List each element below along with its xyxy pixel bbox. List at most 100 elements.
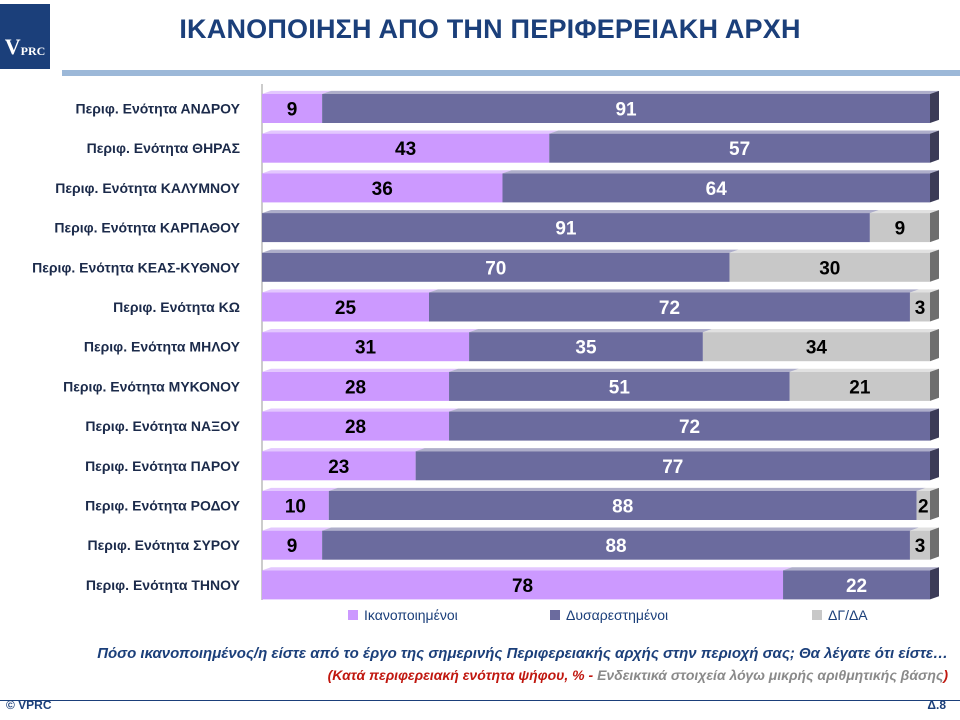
legend-swatch-satisfied [348, 610, 358, 620]
data-label: 70 [485, 258, 506, 279]
data-label: 3 [915, 536, 926, 557]
bar-segment [916, 491, 930, 520]
category-label: Περιφ. Ενότητα ΜΥΚΟΝΟΥ [63, 378, 241, 394]
page-number: Δ.8 [927, 698, 946, 712]
data-label: 51 [609, 377, 631, 398]
bar-segment [909, 530, 930, 560]
bar-top-face [549, 130, 939, 134]
data-label: 64 [706, 179, 728, 200]
data-label: 2 [918, 497, 929, 518]
bar-top-face [322, 90, 939, 94]
bar-top-face [262, 487, 338, 491]
category-label: Περιφ. Ενότητα ΝΑΞΟΥ [85, 418, 240, 434]
bar-side-face [930, 448, 939, 481]
bar-top-face [262, 527, 332, 531]
data-label: 35 [575, 338, 597, 359]
data-label: 28 [345, 377, 366, 398]
bar-side-face [930, 90, 939, 123]
bar-top-face [262, 329, 479, 333]
category-label: Περιφ. Ενότητα ΜΗΛΟΥ [84, 339, 241, 355]
bar-segment [789, 371, 930, 401]
bar-side-face [930, 209, 939, 243]
category-label: Περιφ. Ενότητα ΚΑΛΥΜΝΟΥ [55, 180, 240, 196]
bar-top-face [729, 249, 939, 253]
bar-segment [262, 530, 323, 560]
legend-item-dissatisfied: Δυσαρεστημένοι [550, 607, 668, 623]
bar-segment [702, 332, 930, 362]
bar-segment [322, 530, 910, 560]
logo-v: V [4, 34, 21, 59]
bar-segment [262, 491, 329, 520]
bar-segment [262, 411, 450, 441]
data-label: 9 [895, 219, 906, 240]
bar-segment [262, 173, 503, 203]
data-label: 9 [287, 536, 298, 557]
bar-top-face [262, 170, 512, 174]
data-label: 22 [846, 576, 867, 597]
bar-segment [322, 94, 930, 123]
data-label: 31 [355, 338, 377, 359]
data-label: 3 [915, 298, 926, 319]
category-label: Περιφ. Ενότητα ΣΥΡΟΥ [88, 537, 241, 553]
title-underline [62, 70, 960, 76]
bar-top-face [916, 487, 939, 491]
bar-side-face [930, 408, 939, 441]
data-label: 91 [615, 100, 637, 121]
bar-top-face [262, 130, 559, 134]
page-title: ΙΚΑΝΟΠΟΙΗΣΗ ΑΠΟ ΤΗΝ ΠΕΡΙΦΕΡΕΙΑΚΗ ΑΡΧΗ [179, 14, 801, 44]
bar-top-face [869, 209, 939, 214]
note-basis: (Κατά περιφερειακή ενότητα ψήφου, % - [327, 667, 598, 683]
data-label: 91 [555, 219, 577, 240]
bar-side-face [930, 289, 939, 322]
category-label: Περιφ. Ενότητα ΠΑΡΟΥ [85, 458, 241, 474]
bar-side-face [930, 368, 939, 401]
bar-side-face [930, 527, 939, 560]
bar-segment [729, 252, 930, 282]
bar-top-face [789, 368, 939, 372]
bar-segment [469, 332, 703, 362]
data-label: 25 [335, 298, 357, 319]
footer-divider [0, 700, 960, 701]
data-label: 72 [679, 417, 700, 438]
legend-item-satisfied: Ικανοποιημένοι [348, 607, 458, 623]
bar-top-face [449, 408, 939, 412]
bar-top-face [702, 329, 939, 333]
legend-label-dk-na: ΔΓ/ΔΑ [828, 607, 868, 623]
chart-bars [262, 90, 939, 600]
bar-top-face [328, 487, 926, 491]
legend-item-dk-na: ΔΓ/ΔΑ [812, 607, 868, 623]
bar-segment [869, 213, 930, 243]
bar-top-face [909, 289, 939, 293]
data-label: 78 [512, 576, 533, 597]
data-label: 88 [612, 497, 633, 518]
bar-top-face [469, 329, 712, 333]
bar-side-face [930, 567, 939, 600]
bar-top-face [783, 567, 939, 571]
bar-segment [449, 371, 790, 401]
legend-label-satisfied: Ικανοποιημένοι [364, 607, 458, 623]
data-label: 10 [285, 497, 306, 518]
category-label: Περιφ. Ενότητα ΡΟΔΟΥ [85, 498, 241, 514]
bar-top-face [262, 90, 332, 94]
bar-segment [262, 94, 323, 123]
data-label: 57 [729, 139, 750, 160]
data-label: 72 [659, 298, 680, 319]
data-label: 88 [605, 536, 626, 557]
bar-top-face [262, 209, 879, 214]
logo-underline [0, 64, 50, 69]
bar-top-face [429, 289, 919, 293]
legend-swatch-dissatisfied [550, 610, 560, 620]
bar-side-face [930, 249, 939, 282]
bar-top-face [502, 170, 939, 174]
bar-segment [262, 332, 470, 362]
bar-segment [502, 173, 930, 203]
bar-segment [549, 133, 930, 163]
bar-segment [415, 451, 930, 481]
bar-side-face [930, 130, 939, 163]
data-label: 23 [328, 457, 349, 478]
bar-segment [783, 570, 930, 600]
data-label: 34 [806, 338, 828, 359]
category-label: Περιφ. Ενότητα ΤΗΝΟΥ [86, 577, 241, 593]
category-label: Περιφ. Ενότητα ΚΑΡΠΑΘΟΥ [54, 220, 240, 236]
bar-segment [262, 252, 730, 282]
